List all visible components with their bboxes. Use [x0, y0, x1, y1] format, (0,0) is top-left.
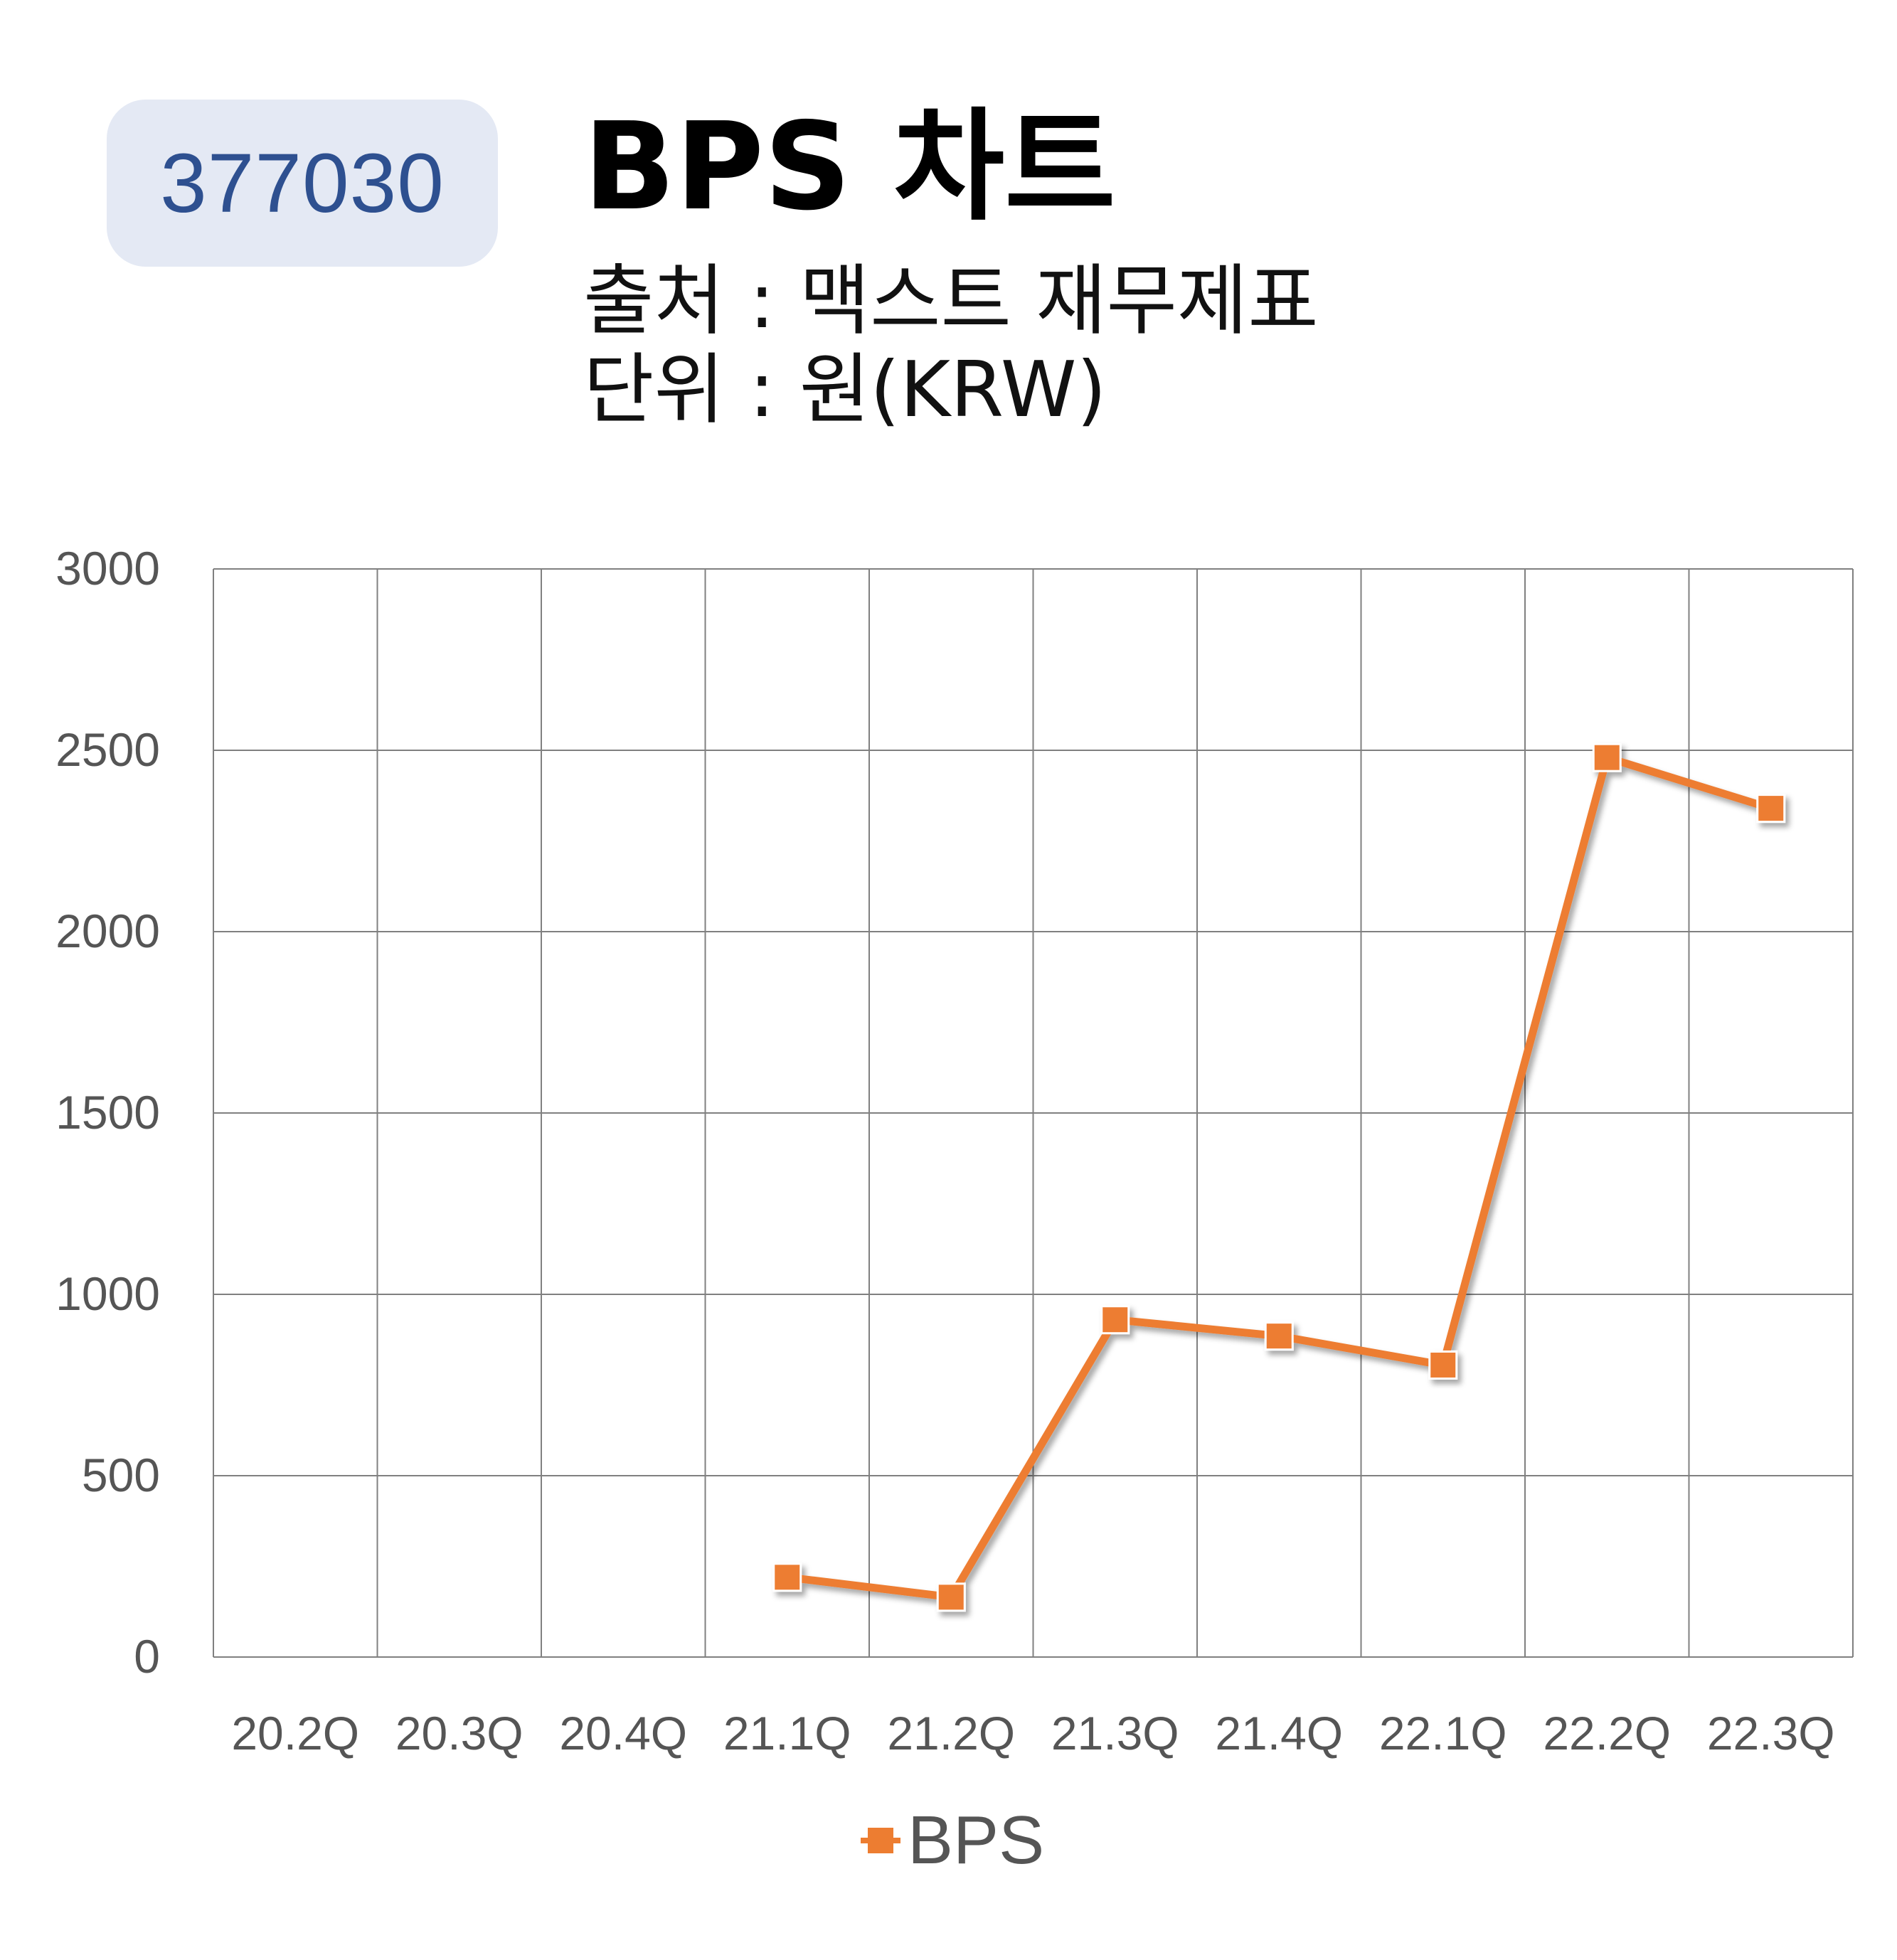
- x-tick-label: 20.2Q: [231, 1707, 359, 1759]
- y-tick-label: 1000: [55, 1267, 160, 1320]
- x-tick-label: 21.3Q: [1051, 1707, 1179, 1759]
- chart-title: BPS 차트: [583, 97, 1116, 238]
- data-point: [1592, 742, 1622, 772]
- data-point: [1264, 1321, 1294, 1351]
- legend-marker: [868, 1828, 893, 1853]
- unit-label: 단위 : 원(KRW): [583, 346, 1107, 435]
- x-tick-label: 20.3Q: [395, 1707, 524, 1759]
- legend-label: BPS: [908, 1802, 1044, 1878]
- x-tick-label: 20.4Q: [559, 1707, 687, 1759]
- y-tick-label: 1500: [55, 1086, 160, 1139]
- x-tick-label: 21.1Q: [723, 1707, 851, 1759]
- x-tick-label: 22.2Q: [1543, 1707, 1671, 1759]
- data-point: [1756, 794, 1786, 824]
- y-tick-label: 2500: [55, 723, 160, 776]
- series-line: [787, 753, 1773, 1602]
- x-axis-ticks: 20.2Q 20.3Q 20.4Q 21.1Q 21.2Q 21.3Q 21.4Q 22.1Q…: [231, 1707, 1834, 1759]
- ticker-code: 377030: [160, 136, 445, 230]
- source-label: 출처 : 맥스트 재무제표: [583, 257, 1319, 346]
- x-tick-label: 22.3Q: [1707, 1707, 1835, 1759]
- x-tick-label: 22.1Q: [1379, 1707, 1507, 1759]
- y-tick-label: 2000: [55, 905, 160, 957]
- data-point: [936, 1582, 966, 1612]
- data-point: [1100, 1305, 1130, 1335]
- y-tick-label: 0: [134, 1630, 160, 1683]
- y-tick-label: 3000: [55, 542, 160, 595]
- series-bps: [772, 742, 1786, 1612]
- legend: BPS: [861, 1802, 1044, 1878]
- x-tick-label: 21.4Q: [1215, 1707, 1343, 1759]
- y-axis-ticks: 0 500 1000 1500 2000 2500 3000: [55, 542, 160, 1683]
- x-tick-label: 21.2Q: [887, 1707, 1015, 1759]
- grid-lines: [213, 568, 1854, 1658]
- y-tick-label: 500: [82, 1449, 160, 1501]
- ticker-badge: 377030: [107, 100, 498, 267]
- data-point: [772, 1562, 802, 1592]
- data-point: [1428, 1350, 1458, 1380]
